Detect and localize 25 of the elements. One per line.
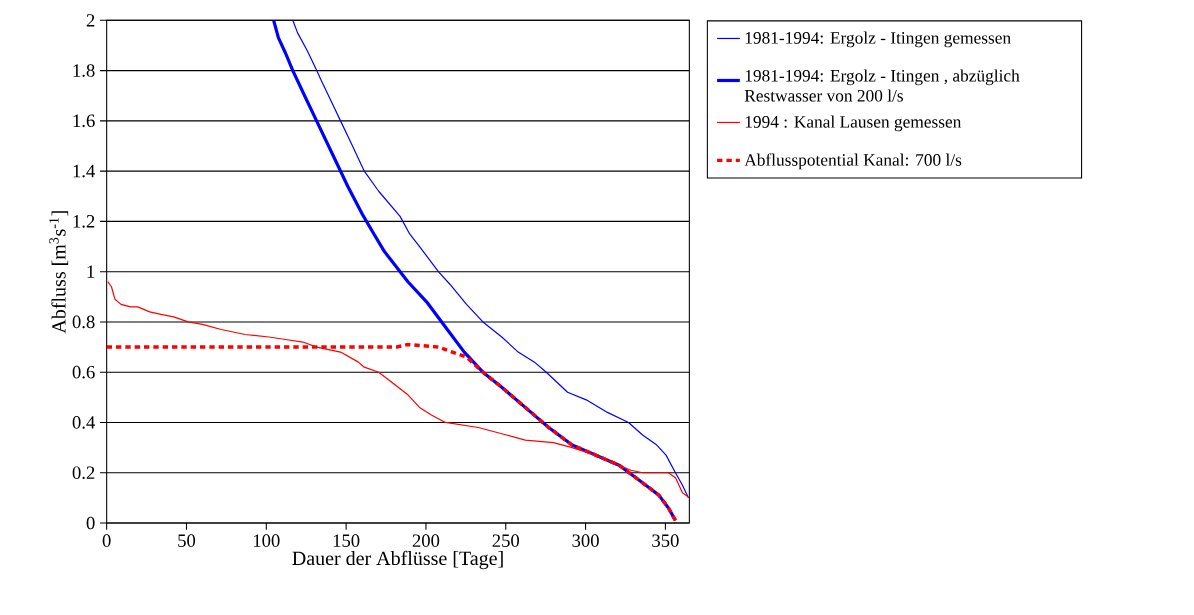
y-tick-label: 0.6 [72, 365, 95, 379]
y-tick-label: 0.8 [72, 315, 95, 329]
y-tick-label: 1.8 [73, 64, 95, 77]
legend-label: 1981-1994: Ergolz - Itingen , abzüglich Restwasser von 200 l/s [744, 69, 1020, 102]
x-tick-label: 350 [652, 534, 679, 547]
y-tick-label: 0.4 [72, 416, 96, 429]
y-tick-label: 1 [87, 265, 95, 278]
y-tick-label: 1.2 [73, 215, 95, 228]
legend-label: Abflusspotential Kanal: 700 l/s [744, 153, 962, 170]
y-tick-label: 0.2 [72, 466, 95, 480]
x-tick-label: 50 [178, 534, 196, 547]
x-tick-label: 100 [253, 534, 280, 547]
legend-label: 1994 : Kanal Lausen gemessen [745, 115, 962, 132]
x-tick-label: 250 [492, 534, 520, 547]
x-tick-label: 200 [412, 534, 440, 547]
x-tick-label: 300 [572, 534, 599, 547]
x-axis-title: Dauer der Abflüsse [Tage] [292, 550, 503, 570]
y-tick-label: 2 [86, 14, 95, 27]
y-tick-label: 1.6 [73, 114, 95, 128]
x-tick-label: 150 [333, 534, 360, 547]
y-tick-label: 1.4 [73, 164, 96, 178]
legend-label: 1981-1994: Ergolz - Itingen gemessen [745, 31, 1011, 48]
x-tick-label: 0 [102, 534, 111, 547]
y-tick-label: 0 [86, 516, 95, 530]
y-axis-title: Abfluss [m$^{3}$s$^{-1}$] [49, 211, 69, 334]
